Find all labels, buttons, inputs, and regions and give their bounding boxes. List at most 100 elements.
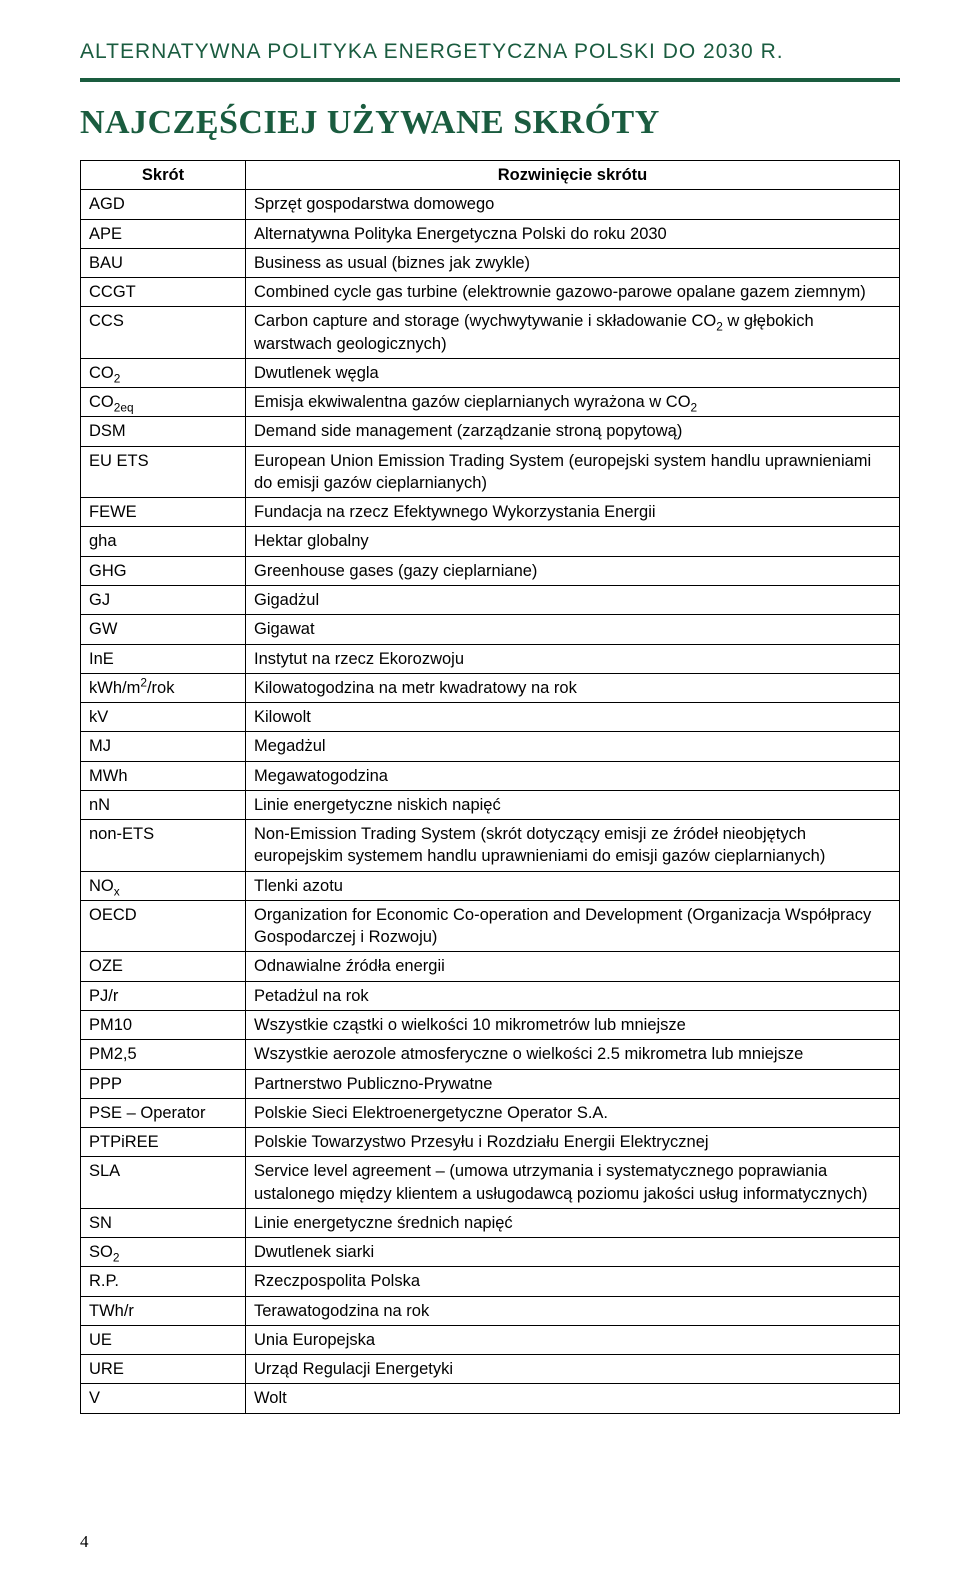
abbr-cell-skrot: nN	[81, 790, 246, 819]
abbr-cell-skrot: DSM	[81, 417, 246, 446]
abbr-cell-definition: Combined cycle gas turbine (elektrownie …	[246, 278, 900, 307]
abbr-cell-skrot: GJ	[81, 585, 246, 614]
abbr-cell-definition: Partnerstwo Publiczno-Prywatne	[246, 1069, 900, 1098]
table-row: R.P.Rzeczpospolita Polska	[81, 1267, 900, 1296]
abbr-cell-definition: Unia Europejska	[246, 1325, 900, 1354]
abbr-cell-skrot: PPP	[81, 1069, 246, 1098]
abbr-cell-skrot: GHG	[81, 556, 246, 585]
abbr-cell-definition: Wszystkie aerozole atmosferyczne o wielk…	[246, 1040, 900, 1069]
abbr-cell-skrot: UE	[81, 1325, 246, 1354]
table-row: PPPPartnerstwo Publiczno-Prywatne	[81, 1069, 900, 1098]
abbr-cell-definition: Organization for Economic Co-operation a…	[246, 900, 900, 952]
abbr-cell-definition: Greenhouse gases (gazy cieplarniane)	[246, 556, 900, 585]
abbr-cell-skrot: non-ETS	[81, 820, 246, 872]
abbr-cell-skrot: FEWE	[81, 498, 246, 527]
table-row: BAUBusiness as usual (biznes jak zwykle)	[81, 248, 900, 277]
abbr-cell-definition: Carbon capture and storage (wychwytywani…	[246, 307, 900, 359]
abbr-cell-skrot: SN	[81, 1208, 246, 1237]
abbr-cell-definition: Service level agreement – (umowa utrzyma…	[246, 1157, 900, 1209]
abbr-cell-definition: Demand side management (zarządzanie stro…	[246, 417, 900, 446]
abbr-cell-skrot: PSE – Operator	[81, 1098, 246, 1127]
abbr-cell-definition: Polskie Towarzystwo Przesyłu i Rozdziału…	[246, 1128, 900, 1157]
abbr-cell-definition: Business as usual (biznes jak zwykle)	[246, 248, 900, 277]
abbr-cell-definition: Megadżul	[246, 732, 900, 761]
page: ALTERNATYWNA POLITYKA ENERGETYCZNA POLSK…	[0, 0, 960, 1582]
table-row: SO2Dwutlenek siarki	[81, 1238, 900, 1267]
table-row: UEUnia Europejska	[81, 1325, 900, 1354]
abbr-cell-definition: Linie energetyczne średnich napięć	[246, 1208, 900, 1237]
abbr-cell-skrot: MWh	[81, 761, 246, 790]
abbr-cell-definition: Wszystkie cząstki o wielkości 10 mikrome…	[246, 1010, 900, 1039]
abbr-cell-skrot: PTPiREE	[81, 1128, 246, 1157]
abbr-cell-definition: Dwutlenek siarki	[246, 1238, 900, 1267]
abbr-cell-definition: Sprzęt gospodarstwa domowego	[246, 190, 900, 219]
abbr-cell-skrot: gha	[81, 527, 246, 556]
table-row: PM2,5Wszystkie aerozole atmosferyczne o …	[81, 1040, 900, 1069]
abbr-cell-definition: Alternatywna Polityka Energetyczna Polsk…	[246, 219, 900, 248]
table-row: UREUrząd Regulacji Energetyki	[81, 1355, 900, 1384]
table-row: non-ETSNon-Emission Trading System (skró…	[81, 820, 900, 872]
abbr-cell-skrot: CCS	[81, 307, 246, 359]
abbr-cell-skrot: R.P.	[81, 1267, 246, 1296]
abbr-cell-definition: Dwutlenek węgla	[246, 358, 900, 387]
table-row: kVKilowolt	[81, 703, 900, 732]
abbr-cell-skrot: EU ETS	[81, 446, 246, 498]
abbr-cell-skrot: NOx	[81, 871, 246, 900]
abbr-cell-definition: Gigadżul	[246, 585, 900, 614]
abbr-cell-skrot: CO2	[81, 358, 246, 387]
column-header-skrot: Skrót	[81, 161, 246, 190]
table-row: InEInstytut na rzecz Ekorozwoju	[81, 644, 900, 673]
abbr-cell-skrot: kWh/m2/rok	[81, 673, 246, 702]
table-row: SLAService level agreement – (umowa utrz…	[81, 1157, 900, 1209]
table-row: GHGGreenhouse gases (gazy cieplarniane)	[81, 556, 900, 585]
table-header-row: Skrót Rozwinięcie skrótu	[81, 161, 900, 190]
abbr-cell-skrot: V	[81, 1384, 246, 1413]
table-row: CO2eqEmisja ekwiwalentna gazów cieplarni…	[81, 388, 900, 417]
table-row: MJMegadżul	[81, 732, 900, 761]
abbr-cell-definition: European Union Emission Trading System (…	[246, 446, 900, 498]
table-row: kWh/m2/rokKilowatogodzina na metr kwadra…	[81, 673, 900, 702]
abbr-cell-definition: Polskie Sieci Elektroenergetyczne Operat…	[246, 1098, 900, 1127]
abbr-cell-skrot: OZE	[81, 952, 246, 981]
page-number: 4	[80, 1532, 89, 1552]
abbr-cell-definition: Kilowatogodzina na metr kwadratowy na ro…	[246, 673, 900, 702]
column-header-rozwiniecie: Rozwinięcie skrótu	[246, 161, 900, 190]
abbr-cell-definition: Megawatogodzina	[246, 761, 900, 790]
abbr-cell-skrot: SLA	[81, 1157, 246, 1209]
abbr-cell-skrot: SO2	[81, 1238, 246, 1267]
table-row: EU ETSEuropean Union Emission Trading Sy…	[81, 446, 900, 498]
abbr-cell-skrot: APE	[81, 219, 246, 248]
abbr-cell-skrot: MJ	[81, 732, 246, 761]
table-row: GJGigadżul	[81, 585, 900, 614]
abbr-cell-skrot: TWh/r	[81, 1296, 246, 1325]
section-title: NAJCZĘŚCIEJ UŻYWANE SKRÓTY	[80, 104, 900, 142]
abbr-cell-skrot: AGD	[81, 190, 246, 219]
table-row: PSE – OperatorPolskie Sieci Elektroenerg…	[81, 1098, 900, 1127]
abbr-cell-definition: Hektar globalny	[246, 527, 900, 556]
table-row: OECDOrganization for Economic Co-operati…	[81, 900, 900, 952]
abbr-cell-definition: Odnawialne źródła energii	[246, 952, 900, 981]
abbr-cell-skrot: URE	[81, 1355, 246, 1384]
abbr-cell-definition: Rzeczpospolita Polska	[246, 1267, 900, 1296]
table-row: APEAlternatywna Polityka Energetyczna Po…	[81, 219, 900, 248]
abbr-cell-skrot: OECD	[81, 900, 246, 952]
abbr-cell-definition: Instytut na rzecz Ekorozwoju	[246, 644, 900, 673]
abbr-cell-definition: Wolt	[246, 1384, 900, 1413]
abbr-cell-skrot: PM10	[81, 1010, 246, 1039]
running-header-title: ALTERNATYWNA POLITYKA ENERGETYCZNA POLSK…	[80, 40, 900, 82]
abbr-cell-definition: Linie energetyczne niskich napięć	[246, 790, 900, 819]
table-row: PM10Wszystkie cząstki o wielkości 10 mik…	[81, 1010, 900, 1039]
table-row: CCSCarbon capture and storage (wychwytyw…	[81, 307, 900, 359]
abbr-cell-definition: Fundacja na rzecz Efektywnego Wykorzysta…	[246, 498, 900, 527]
table-row: MWhMegawatogodzina	[81, 761, 900, 790]
abbr-cell-definition: Emisja ekwiwalentna gazów cieplarnianych…	[246, 388, 900, 417]
table-row: NOxTlenki azotu	[81, 871, 900, 900]
abbr-cell-definition: Gigawat	[246, 615, 900, 644]
abbr-cell-skrot: InE	[81, 644, 246, 673]
abbr-cell-definition: Petadżul na rok	[246, 981, 900, 1010]
abbr-cell-definition: Kilowolt	[246, 703, 900, 732]
abbr-cell-skrot: CO2eq	[81, 388, 246, 417]
abbr-cell-skrot: CCGT	[81, 278, 246, 307]
table-row: PJ/rPetadżul na rok	[81, 981, 900, 1010]
abbr-cell-skrot: kV	[81, 703, 246, 732]
